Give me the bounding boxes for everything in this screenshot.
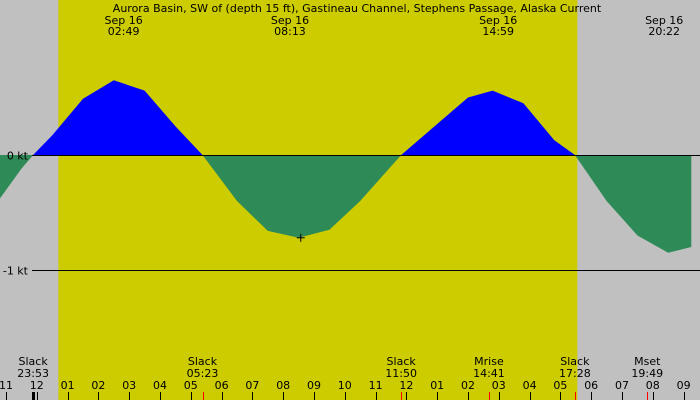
hour-tick-label: 11 xyxy=(369,379,383,392)
bottom-event-label: Mrise xyxy=(474,355,504,368)
reference-lines xyxy=(32,155,700,271)
hour-tick-label: 02 xyxy=(91,379,105,392)
y-tick-label: 0 kt xyxy=(7,150,29,163)
flood-area xyxy=(33,80,575,155)
ebb-area xyxy=(0,155,692,253)
bottom-event-time: 23:53 xyxy=(17,367,49,380)
ebb-segment-2 xyxy=(202,155,402,238)
bottom-event-time: 11:50 xyxy=(385,367,417,380)
event-tick-black xyxy=(32,392,35,400)
bottom-event-label: Slack xyxy=(560,355,590,368)
flood-segment-3 xyxy=(401,90,575,155)
hour-tick-label: 12 xyxy=(30,379,44,392)
current-marker xyxy=(296,233,305,242)
hour-tick-label: 01 xyxy=(430,379,444,392)
top-event-date: Sep 16 xyxy=(271,14,309,27)
bottom-event-label: Slack xyxy=(19,355,49,368)
hour-tick-label: 07 xyxy=(245,379,259,392)
top-event-time: 20:22 xyxy=(648,25,680,38)
y-axis-labels: 0 kt -1 kt xyxy=(3,150,29,278)
bottom-event-labels: Slack23:53Slack05:23Slack11:50Mrise14:41… xyxy=(17,355,663,380)
y-tick-label: -1 kt xyxy=(3,265,29,278)
bottom-event-time: 05:23 xyxy=(187,367,219,380)
bottom-event-label: Slack xyxy=(387,355,417,368)
top-event-time: 02:49 xyxy=(108,25,140,38)
top-event-time: 14:59 xyxy=(482,25,514,38)
ebb-segment-4 xyxy=(574,155,692,253)
hour-tick-label: 03 xyxy=(492,379,506,392)
bottom-event-label: Mset xyxy=(634,355,661,368)
hour-tick-label: 06 xyxy=(584,379,598,392)
flood-segment-1 xyxy=(33,80,203,155)
bottom-event-time: 19:49 xyxy=(631,367,663,380)
hour-tick-label: 05 xyxy=(184,379,198,392)
hour-tick-label: 12 xyxy=(399,379,413,392)
hour-tick-label: 09 xyxy=(677,379,691,392)
chart-title: Aurora Basin, SW of (depth 15 ft), Gasti… xyxy=(113,2,602,15)
hour-tick-label: 07 xyxy=(615,379,629,392)
time-axis: 11 12 01 02 03 04 05 06 07 08 09 10 11 12 01 02 03 04 05 06… xyxy=(0,379,691,400)
ebb-segment-0 xyxy=(0,155,34,199)
top-event-date: Sep 16 xyxy=(645,14,683,27)
hour-tick-label: 08 xyxy=(276,379,290,392)
top-event-date: Sep 16 xyxy=(105,14,143,27)
hour-tick-label: 05 xyxy=(553,379,567,392)
hour-tick-label: 04 xyxy=(153,379,167,392)
hour-tick-label: 06 xyxy=(215,379,229,392)
bottom-event-time: 14:41 xyxy=(473,367,505,380)
hour-tick-label: 09 xyxy=(307,379,321,392)
hour-tick-label: 10 xyxy=(338,379,352,392)
hour-tick-label: 03 xyxy=(122,379,136,392)
hour-tick-label: 02 xyxy=(461,379,475,392)
hour-tick-label: 11 xyxy=(0,379,13,392)
top-event-time: 08:13 xyxy=(274,25,306,38)
bottom-event-time: 17:28 xyxy=(559,367,591,380)
bottom-event-label: Slack xyxy=(188,355,218,368)
top-event-date: Sep 16 xyxy=(479,14,517,27)
hour-tick-label: 08 xyxy=(646,379,660,392)
hour-tick-label: 01 xyxy=(61,379,75,392)
hour-tick-label: 04 xyxy=(523,379,537,392)
